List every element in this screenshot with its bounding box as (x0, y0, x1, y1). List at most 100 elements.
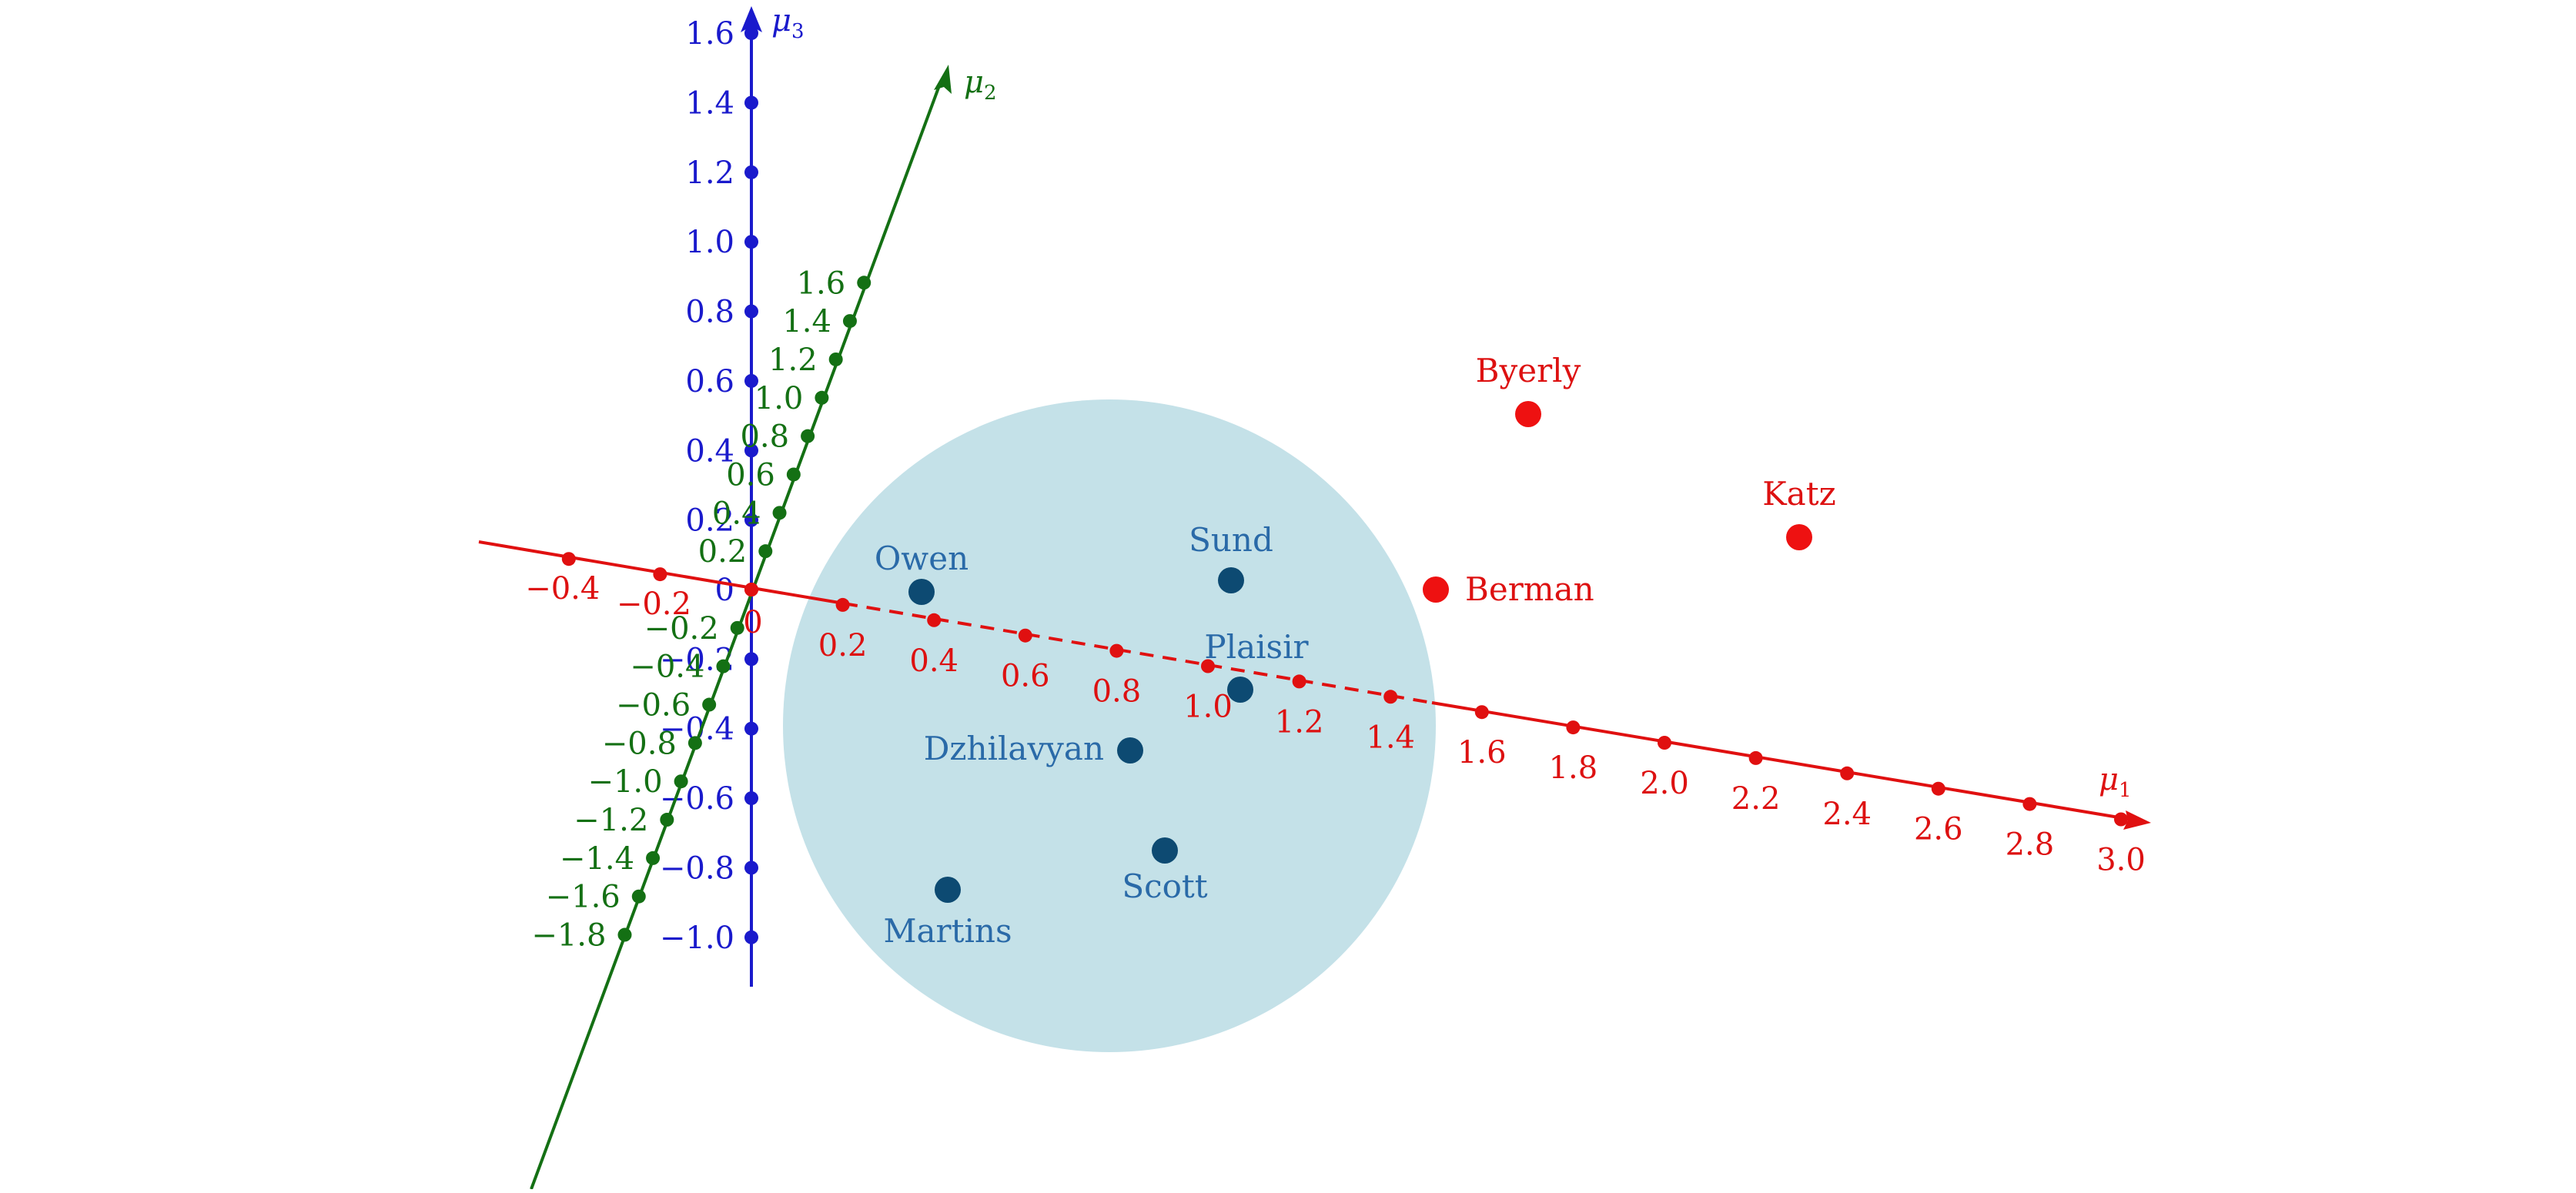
mu1-axis-label: μ1 (2099, 762, 2132, 802)
mu3-tick-label-0p8: 0.8 (685, 295, 734, 330)
mu2-tick-dot-0p8 (801, 429, 815, 443)
mu2-tick-label-m1p4: −1.4 (560, 841, 634, 877)
mu1-tick-dot-0p6 (1018, 628, 1032, 643)
mu3-tick-label-1p6: 1.6 (685, 16, 734, 52)
label-plaisir: Plaisir (1204, 628, 1309, 666)
mu1-tick-dot-2p0 (1658, 736, 1671, 750)
label-owen: Owen (875, 540, 969, 577)
label-scott: Scott (1122, 867, 1207, 905)
mu3-tick-label-m1p0: −1.0 (660, 921, 734, 956)
mu3-tick-label-0: 0 (715, 573, 734, 608)
mu2-tick-label-m0p8: −0.8 (602, 726, 677, 761)
mu2-tick-dot-0p2 (758, 544, 773, 559)
point-byerly (1515, 401, 1541, 427)
mu3-tick-dot-m0p6 (744, 791, 758, 806)
mu2-tick-label-1p6: 1.6 (797, 266, 846, 301)
point-martins (935, 877, 961, 903)
mu3-axis-arrowhead (741, 6, 762, 32)
label-byerly: Byerly (1476, 352, 1581, 389)
mu2-tick-label-m1p6: −1.6 (546, 880, 621, 915)
point-berman (1423, 576, 1449, 603)
mu2-tick-dot-0p4 (772, 506, 787, 520)
mu1-tick-dot-2p8 (2022, 797, 2037, 811)
mu1-tick-dot-0p2 (835, 597, 850, 612)
mu1-tick-dot-1p8 (1566, 720, 1581, 735)
mu1-tick-label-1p8: 1.8 (1549, 750, 1598, 786)
mu2-axis: μ2 −1.8−1.6−1.4−1.2−1.0−0.8−0.6−0.4−0.20… (530, 65, 997, 1190)
mu2-tick-dot-m0p8 (687, 736, 702, 750)
mu3-axis: μ3 −1.0−0.8−0.6−0.4−0.200.20.40.60.81.01… (660, 3, 805, 987)
mu2-tick-label-0p6: 0.6 (726, 457, 775, 493)
points-outside: Byerly Katz Berman (1423, 352, 1836, 608)
mu1-tick-label-2p8: 2.8 (2006, 827, 2055, 863)
mu3-tick-dot-m0p4 (744, 721, 758, 736)
mu2-tick-dot-1p0 (815, 390, 829, 405)
mu3-tick-dot-0p8 (744, 304, 758, 319)
mu1-tick-label-1p6: 1.6 (1457, 735, 1507, 770)
mu1-tick-dot-m0p4 (561, 552, 576, 566)
mu2-tick-label-0p2: 0.2 (698, 534, 748, 570)
mu2-tick-label-m1p8: −1.8 (531, 918, 606, 954)
mu1-tick-dot-0p4 (927, 613, 942, 627)
mu2-tick-label-m1p0: −1.0 (587, 764, 662, 800)
mu2-tick-dot-1p6 (857, 276, 871, 290)
mu2-tick-label-0p4: 0.4 (712, 496, 761, 531)
mu2-tick-dot-m1p0 (674, 774, 688, 789)
mu1-tick-label-0p2: 0.2 (818, 628, 868, 663)
mu2-tick-dot-m1p4 (646, 850, 661, 865)
mu2-tick-label-m0p4: −0.4 (630, 650, 704, 685)
point-sund (1218, 567, 1244, 593)
mu1-tick-label-1p2: 1.2 (1275, 704, 1324, 740)
mu1-axis-arrowhead (2123, 810, 2151, 830)
mu2-tick-dot-m1p8 (617, 927, 632, 942)
mu1-tick-label-2p4: 2.4 (1822, 797, 1872, 832)
mu1-tick-label-0p6: 0.6 (1001, 659, 1050, 694)
mu3-tick-dot-1p6 (744, 26, 758, 41)
mu1-tick-dot-1p6 (1474, 705, 1489, 720)
mu3-tick-label-0p2: 0.2 (685, 503, 734, 539)
mu3-tick-dot-1p4 (744, 95, 758, 110)
mu3-tick-dot-0p2 (744, 513, 758, 527)
point-plaisir (1227, 677, 1253, 703)
mu3-tick-dot-1p2 (744, 165, 758, 179)
mu1-tick-dot-2p6 (1931, 781, 1945, 796)
mu1-tick-label-2p2: 2.2 (1731, 781, 1781, 817)
mu2-tick-dot-m1p6 (631, 889, 646, 904)
mu2-tick-label-1p4: 1.4 (782, 304, 831, 339)
mu3-tick-dot-0p4 (744, 443, 758, 458)
mu1-axis-line-right (1431, 701, 2133, 821)
mu1-tick-label-0: 0 (743, 605, 762, 640)
label-dzhilavyan: Dzhilavyan (924, 730, 1104, 767)
mu3-tick-label-1p0: 1.0 (685, 225, 734, 260)
mu1-tick-label-m0p4: −0.4 (525, 571, 600, 607)
mu3-tick-label-1p2: 1.2 (685, 155, 734, 191)
mu1-tick-label-1p0: 1.0 (1183, 690, 1233, 725)
mu3-tick-dot-0p6 (744, 373, 758, 388)
mu2-axis-label: μ2 (964, 65, 997, 105)
mu1-tick-label-3p0: 3.0 (2096, 843, 2146, 878)
mu1-tick-dot-2p2 (1748, 750, 1763, 765)
mu1-tick-label-2p0: 2.0 (1640, 766, 1689, 801)
label-martins: Martins (883, 912, 1012, 950)
label-sund: Sund (1189, 521, 1273, 559)
mu3-tick-dot-m0p8 (744, 860, 758, 875)
mu1-tick-label-2p6: 2.6 (1914, 812, 1963, 847)
mu3-tick-dot-1p0 (744, 235, 758, 249)
mu2-tick-dot-m0p6 (702, 697, 717, 712)
origin-dot (744, 583, 758, 596)
mu3-tick-label-0p6: 0.6 (685, 364, 734, 399)
mu1-tick-label-0p8: 0.8 (1092, 674, 1142, 710)
points-inside: Owen Sund Plaisir Dzhilavyan Scott Marti… (875, 521, 1310, 950)
mu3-tick-label-0p4: 0.4 (685, 433, 734, 469)
mu1-tick-dot-2p4 (1840, 766, 1855, 780)
label-berman: Berman (1465, 570, 1594, 608)
point-katz (1786, 524, 1812, 550)
mu2-tick-dot-m1p2 (660, 813, 674, 827)
mu1-tick-dot-0p8 (1109, 643, 1124, 658)
mu1-tick-label-m0p2: −0.2 (617, 586, 691, 622)
mu2-tick-dot-1p2 (828, 352, 843, 366)
shaded-region (783, 399, 1436, 1052)
mu2-tick-label-1p2: 1.2 (768, 343, 818, 378)
